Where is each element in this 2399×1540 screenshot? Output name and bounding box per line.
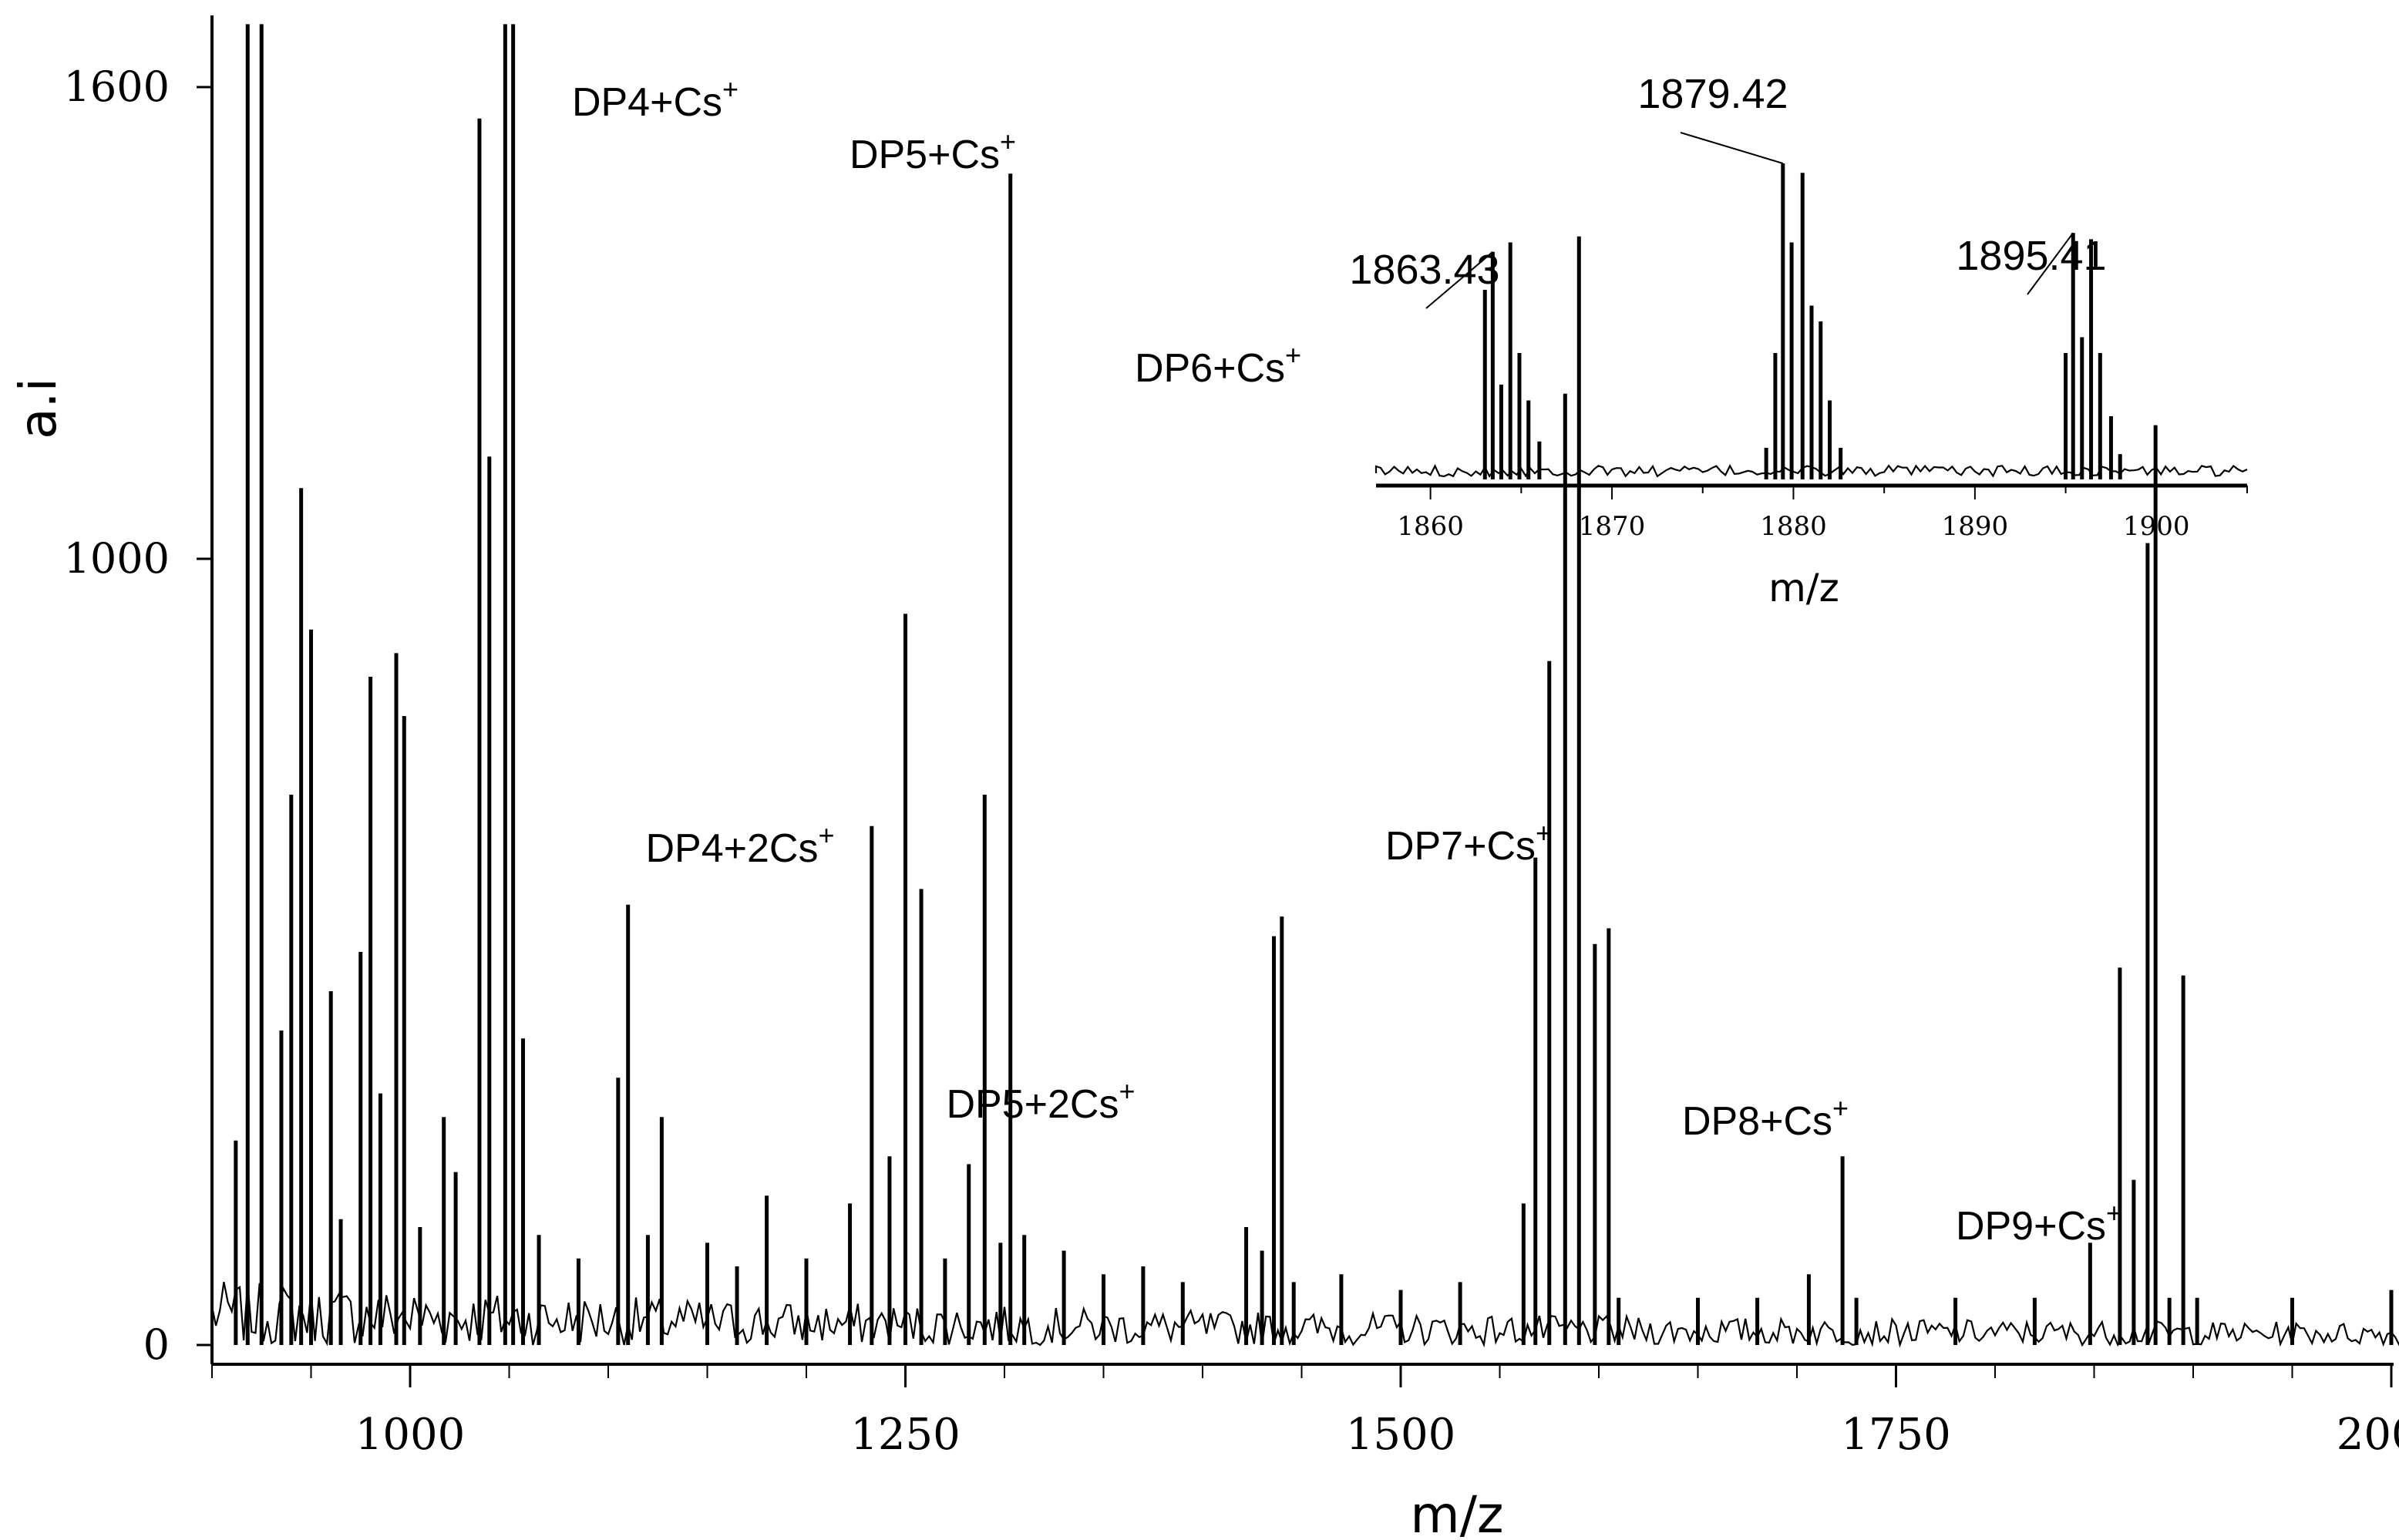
x-tick-label: 1750 [1841, 1410, 1951, 1460]
peak-annotation: DP6+Cs+ [1135, 339, 1301, 391]
y-tick-label: 1000 [64, 534, 170, 583]
x-tick-label: 2000 [2337, 1410, 2399, 1460]
inset-leader-line [1425, 251, 1494, 309]
peak-annotation: DP5+2Cs+ [946, 1075, 1135, 1127]
peak-annotation: DP5+Cs+ [850, 126, 1016, 177]
inset-x-tick-label: 1870 [1579, 511, 1646, 542]
inset-x-tick-label: 1880 [1760, 511, 1827, 542]
x-tick-label: 1250 [850, 1410, 961, 1460]
inset-peak-annotation: 1879.42 [1637, 71, 1788, 117]
peak-annotation: DP4+Cs+ [572, 73, 739, 125]
inset-peak-annotation: 1895.41 [1956, 233, 2106, 279]
inset-leader-line [1680, 132, 1784, 164]
inset-x-tick-label: 1860 [1397, 511, 1464, 542]
x-tick-label: 1500 [1346, 1410, 1456, 1460]
y-tick-label: 0 [143, 1320, 170, 1369]
inset-leader-line [2027, 232, 2074, 295]
y-axis-title: a.i [8, 378, 68, 439]
peak-annotation: DP8+Cs+ [1682, 1092, 1849, 1144]
inset-peak-annotation: 1863.43 [1349, 247, 1499, 293]
spectrum-baseline-noise [210, 1281, 2399, 1348]
peak-annotation: DP4+2Cs+ [645, 819, 834, 871]
peak-annotation: DP7+Cs+ [1385, 817, 1552, 869]
y-tick-label: 1600 [64, 62, 170, 111]
main-axis-ticks: 1000125015001750200022502500275030000100… [64, 62, 2399, 1460]
inset-x-tick-label: 1890 [1942, 511, 2009, 542]
inset-spectrum: 1860 1870 1880 1890 1900 1863.43 1879.42 1895.4… [1349, 71, 2248, 542]
main-peak-labels: DP4+Cs+ DP5+Cs+ DP6+Cs+ DP4+2Cs+ DP5+2Cs+ DP7… [572, 73, 2122, 1249]
inset-x-axis-title: m/z [1768, 566, 1839, 610]
main-spectrum-peaks [210, 24, 2399, 1348]
x-tick-label: 1000 [355, 1410, 466, 1460]
x-axis-title: m/z [1410, 1485, 1503, 1540]
peak-annotation: DP9+Cs+ [1956, 1197, 2122, 1249]
inset-x-tick-label: 1900 [2123, 511, 2190, 542]
